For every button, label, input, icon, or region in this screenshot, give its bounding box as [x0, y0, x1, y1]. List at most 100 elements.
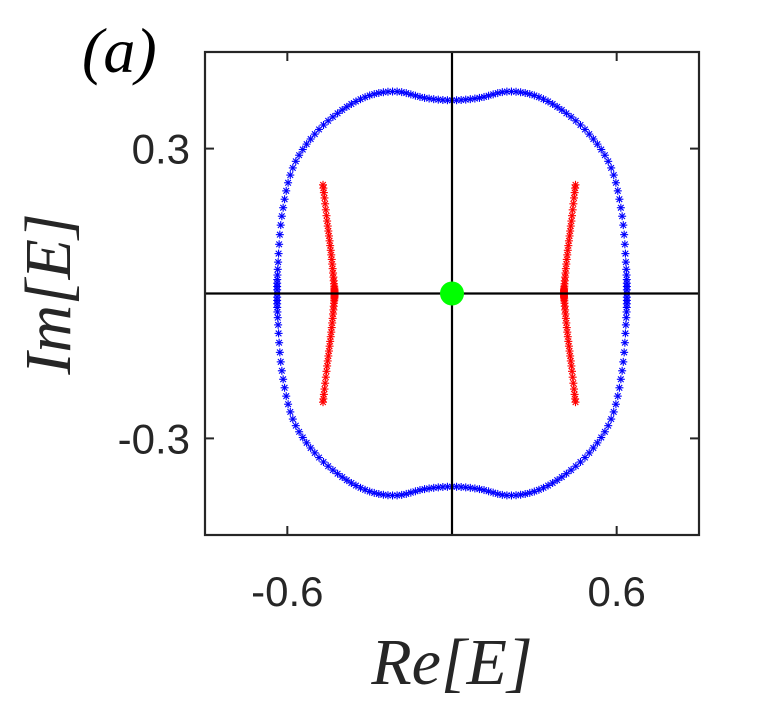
series-2-marker-48: [323, 356, 332, 365]
series-2-marker-51: [321, 373, 330, 382]
series-0-marker-81: [571, 462, 580, 471]
series-0-marker-190: [328, 112, 337, 121]
series-0-marker-130: [347, 478, 356, 487]
series-1-marker-4: [569, 199, 578, 208]
series-0-marker-215: [443, 96, 452, 105]
series-1-marker-5: [568, 205, 577, 214]
series-0-marker-175: [279, 203, 288, 212]
series-0-marker-74: [600, 427, 609, 436]
series-0-marker-98: [493, 489, 502, 498]
series-0-marker-180: [288, 163, 297, 172]
series-0-marker-9: [489, 90, 498, 99]
series-0-marker-176: [280, 195, 289, 204]
series-0-marker-26: [567, 112, 576, 121]
series-0-marker-150: [277, 366, 286, 375]
y-axis-label: Im[E]: [12, 213, 85, 375]
series-0-marker-28: [576, 120, 585, 129]
dot-layer: [440, 281, 464, 306]
series-0-marker-132: [338, 473, 347, 482]
series-0-marker-42: [618, 212, 627, 221]
series-0-marker-48: [622, 265, 631, 274]
series-0-marker-172: [275, 230, 284, 239]
series-1-marker-56: [571, 398, 580, 407]
series-0-marker-38: [611, 178, 620, 187]
y-tick-label: 0.3: [132, 126, 190, 173]
series-0-marker-182: [295, 151, 304, 160]
series-1-marker-49: [567, 361, 576, 370]
series-0-marker-31: [589, 135, 598, 144]
series-1-marker-2: [570, 188, 579, 197]
series-0-marker-16: [521, 89, 530, 98]
series-0-marker-60: [622, 313, 631, 322]
series-2-marker-56: [319, 398, 328, 407]
series-0-marker-113: [425, 484, 434, 493]
series-0-marker-120: [393, 491, 402, 500]
series-0-marker-24: [557, 105, 566, 114]
series-0-marker-115: [415, 486, 424, 495]
series-0-marker-185: [306, 135, 315, 144]
series-2-marker-50: [322, 367, 331, 376]
series-0-marker-47: [621, 258, 630, 267]
series-0-marker-174: [277, 212, 286, 221]
series-0-marker-168: [273, 265, 282, 274]
series-0-marker-35: [604, 157, 613, 166]
series-2-marker-6: [322, 211, 331, 220]
series-0-marker-40: [615, 195, 624, 204]
series-0-marker-77: [589, 443, 598, 452]
series-0-marker-63: [620, 338, 629, 347]
series-0-marker-114: [420, 485, 429, 494]
series-0-marker-39: [613, 186, 622, 195]
series-0-marker-69: [613, 392, 622, 401]
series-0-marker-140: [302, 438, 311, 447]
series-0-marker-146: [284, 400, 293, 409]
series-0-marker-70: [611, 400, 620, 409]
series-0-marker-169: [274, 258, 283, 267]
y-tick-label: -0.3: [118, 415, 190, 462]
series-1-marker-50: [568, 367, 577, 376]
series-0-marker-138: [310, 448, 319, 457]
series-0-marker-134: [328, 466, 337, 475]
series-0-marker-76: [593, 438, 602, 447]
series-0-marker-148: [280, 383, 289, 392]
series-0-marker-45: [620, 240, 629, 249]
series-0-marker-201: [379, 88, 388, 97]
series-0-marker-178: [284, 178, 293, 187]
series-0-marker-184: [302, 140, 311, 149]
axes-box: [203, 50, 701, 537]
x-tick-label: 0.6: [587, 568, 645, 615]
series-0-marker-193: [342, 102, 351, 111]
series-0-marker-22: [548, 100, 557, 109]
series-0-marker-179: [286, 171, 295, 180]
series-0-marker-37: [609, 171, 618, 180]
series-1-marker-6: [568, 211, 577, 220]
tick-layer: -0.6 0.6 -0.3 0.3: [118, 52, 699, 615]
series-2-marker-4: [321, 199, 330, 208]
series-0-marker-154: [274, 329, 283, 338]
series-0-marker-82: [567, 466, 576, 475]
series-0-marker-75: [597, 433, 606, 442]
series-2-marker-52: [321, 379, 330, 388]
series-0-marker-211: [425, 94, 434, 103]
series-0-marker-83: [562, 469, 571, 478]
series-0-marker-30: [585, 130, 594, 139]
series-0-marker-67: [616, 375, 625, 384]
series-1-marker-51: [568, 373, 577, 382]
x-tick-label: -0.6: [251, 568, 323, 615]
series-0-marker-41: [616, 203, 625, 212]
series-0-marker-62: [621, 329, 630, 338]
series-0-marker-133: [333, 469, 342, 478]
series-0-marker-173: [276, 221, 285, 230]
series-0-marker-143: [291, 421, 300, 430]
series-3-dot-0: [440, 281, 464, 306]
series-0-marker-152: [275, 348, 284, 357]
series-2-marker-53: [320, 385, 329, 394]
series-0-marker-171: [275, 240, 284, 249]
series-0-marker-23: [553, 102, 562, 111]
series-0-marker-153: [275, 338, 284, 347]
series-0-marker-66: [618, 366, 627, 375]
series-0-marker-85: [553, 476, 562, 485]
series-0-marker-189: [324, 116, 333, 125]
series-0-marker-131: [342, 476, 351, 485]
series-2-marker-5: [321, 205, 330, 214]
